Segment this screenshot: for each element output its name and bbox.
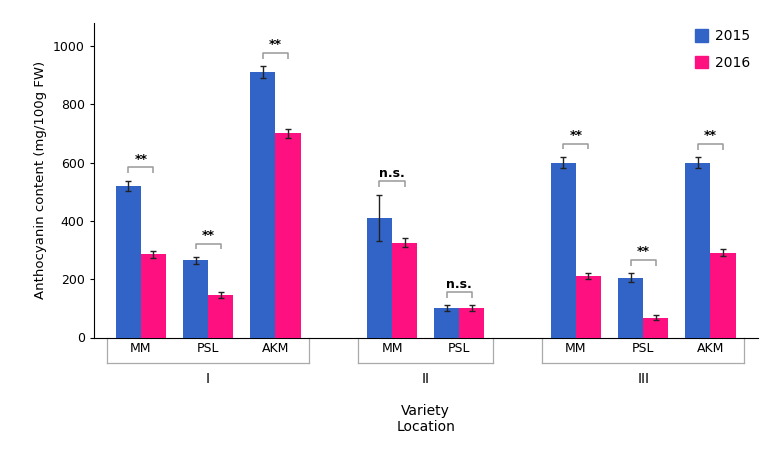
Bar [367, 218, 392, 338]
Text: **: ** [269, 38, 282, 51]
Bar [276, 133, 301, 338]
Bar [208, 295, 234, 338]
Bar [141, 254, 166, 338]
Text: **: ** [201, 229, 215, 242]
Text: I: I [206, 372, 210, 386]
Text: n.s.: n.s. [447, 278, 473, 291]
Text: **: ** [134, 153, 148, 166]
Bar [116, 186, 141, 338]
Text: n.s.: n.s. [379, 166, 405, 180]
Bar [183, 260, 208, 338]
Text: **: ** [704, 130, 717, 142]
Bar [576, 276, 601, 338]
Bar [434, 308, 459, 338]
Bar [392, 243, 417, 338]
Y-axis label: Anthocyanin content (mg/100g FW): Anthocyanin content (mg/100g FW) [34, 61, 48, 299]
Bar [686, 162, 711, 338]
Legend: 2015, 2016: 2015, 2016 [694, 29, 751, 70]
Text: **: ** [569, 129, 583, 142]
Text: **: ** [637, 245, 650, 258]
Bar [551, 162, 576, 338]
Text: II: II [422, 372, 430, 386]
Text: III: III [637, 372, 649, 386]
Text: Variety
Location: Variety Location [396, 404, 455, 434]
Bar [711, 253, 736, 338]
Bar [459, 308, 484, 338]
Bar [250, 72, 276, 338]
Bar [644, 318, 669, 338]
Bar [618, 278, 644, 338]
